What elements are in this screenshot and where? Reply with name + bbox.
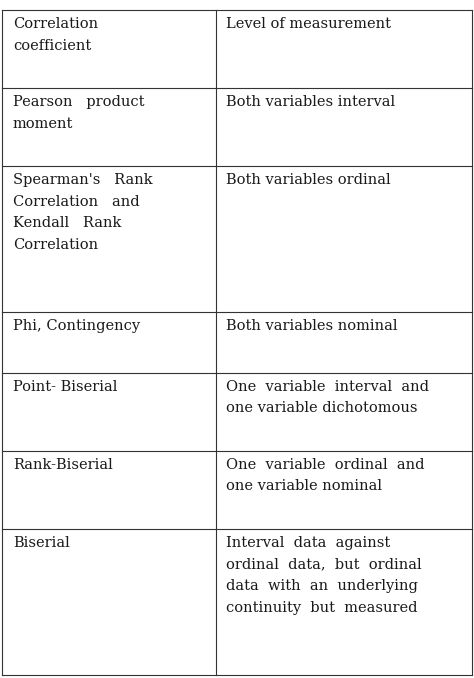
Text: Both variables interval: Both variables interval [226,95,395,109]
Text: Level of measurement: Level of measurement [226,17,392,31]
Text: data  with  an  underlying: data with an underlying [226,579,418,593]
Text: Kendall   Rank: Kendall Rank [13,216,121,231]
Text: Phi, Contingency: Phi, Contingency [13,319,140,333]
Text: one variable dichotomous: one variable dichotomous [226,401,418,416]
Text: ordinal  data,  but  ordinal: ordinal data, but ordinal [226,557,422,572]
Text: Biserial: Biserial [13,536,70,550]
Text: Spearman's   Rank: Spearman's Rank [13,173,153,187]
Text: one variable nominal: one variable nominal [226,479,383,494]
Text: Correlation: Correlation [13,17,98,31]
Text: Correlation: Correlation [13,238,98,252]
Text: Both variables nominal: Both variables nominal [226,319,398,333]
Text: moment: moment [13,117,73,131]
Text: One  variable  ordinal  and: One variable ordinal and [226,458,425,472]
Text: Correlation   and: Correlation and [13,195,139,209]
Text: Interval  data  against: Interval data against [226,536,391,550]
Text: coefficient: coefficient [13,39,91,53]
Text: continuity  but  measured: continuity but measured [226,601,418,615]
Text: Both variables ordinal: Both variables ordinal [226,173,391,187]
Text: Pearson   product: Pearson product [13,95,144,109]
Text: One  variable  interval  and: One variable interval and [226,380,429,394]
Text: Point- Biserial: Point- Biserial [13,380,117,394]
Text: Rank-Biserial: Rank-Biserial [13,458,112,472]
